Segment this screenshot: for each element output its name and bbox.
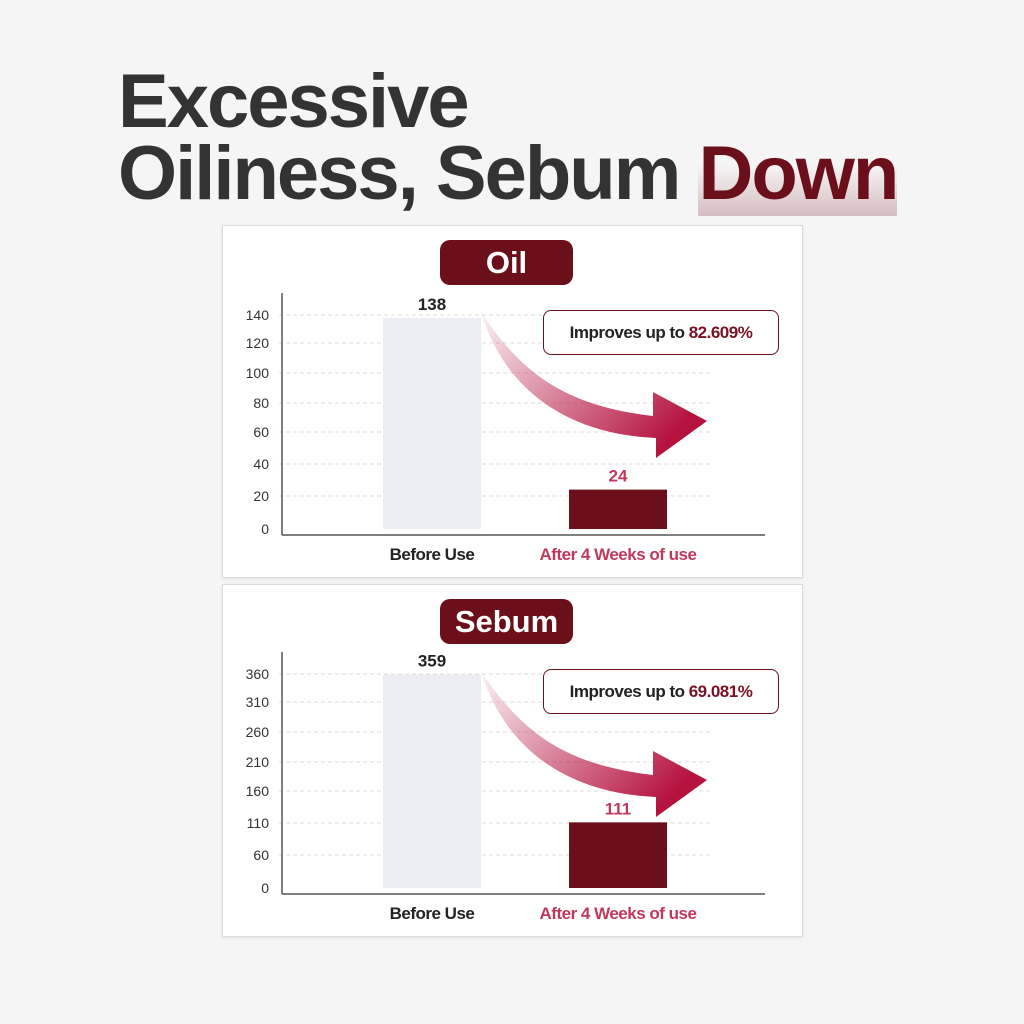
callout-text: Improves up to — [569, 682, 689, 701]
y-tick-label: 360 — [246, 666, 270, 682]
chart-svg: 0 60 110 160 210 260 310 360 359 Before Use 111 Aft… — [246, 652, 765, 923]
bar — [383, 317, 481, 529]
y-tick-label: 0 — [261, 880, 269, 896]
y-tick-label: 160 — [246, 783, 270, 799]
chart-panel-oil: 0 20 40 60 80 100 120 140 138 Before Use 24 After 4… — [222, 225, 803, 578]
callout-value: 69.081% — [688, 682, 753, 701]
improvement-callout: Improves up to 82.609% — [543, 310, 779, 355]
chart-title: Sebum — [440, 599, 573, 644]
y-tick-label: 210 — [246, 754, 270, 770]
headline: Excessive Oiliness, Sebum Down — [118, 59, 899, 216]
decrease-arrow — [481, 312, 707, 458]
category-label: After 4 Weeks of use — [540, 904, 697, 923]
bar — [383, 674, 481, 888]
callout-value: 82.609% — [688, 323, 753, 342]
category-label: Before Use — [390, 545, 475, 564]
y-tick-label: 260 — [246, 724, 270, 740]
bar — [569, 822, 667, 888]
value-label: 138 — [418, 295, 446, 314]
y-tick-label: 0 — [261, 521, 269, 537]
improvement-callout: Improves up to 69.081% — [543, 669, 779, 714]
y-tick-label: 310 — [246, 694, 270, 710]
value-label: 111 — [605, 799, 632, 818]
y-tick-label: 20 — [253, 488, 269, 504]
headline-line1: Excessive — [118, 59, 470, 144]
y-tick-label: 60 — [253, 847, 269, 863]
y-tick-label: 80 — [253, 395, 269, 411]
y-tick-label: 100 — [246, 365, 270, 381]
y-tick-label: 40 — [253, 456, 269, 472]
chart-title: Oil — [440, 240, 573, 285]
category-label: Before Use — [390, 904, 475, 923]
chart-panel-sebum: 0 60 110 160 210 260 310 360 359 Before Use 111 Aft… — [222, 584, 803, 937]
y-tick-label: 120 — [246, 335, 270, 351]
headline-accent: Down — [698, 131, 899, 216]
value-label: 359 — [418, 652, 446, 671]
decrease-arrow — [481, 671, 707, 817]
y-tick-label: 140 — [246, 307, 270, 323]
bar — [569, 489, 667, 529]
y-tick-label: 110 — [247, 815, 270, 831]
category-label: After 4 Weeks of use — [540, 545, 697, 564]
y-tick-label: 60 — [253, 424, 269, 440]
callout-text: Improves up to — [569, 323, 689, 342]
value-label: 24 — [609, 467, 628, 486]
headline-line2: Oiliness, Sebum — [118, 131, 681, 216]
